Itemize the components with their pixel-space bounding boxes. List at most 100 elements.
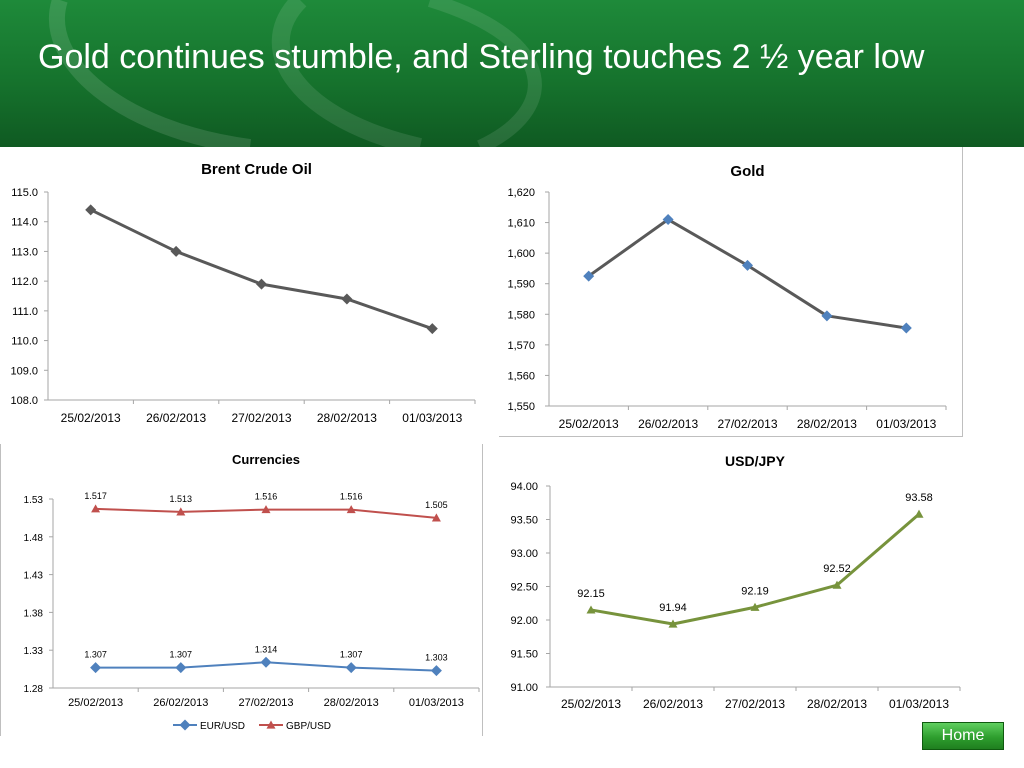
usdjpy-x-category-label: 25/02/2013: [561, 697, 621, 711]
currencies-chart-svg: Currencies 1.28 1.33 1.38 1.43 1.48 1.53 25/02/…: [24, 452, 480, 732]
brent-chart-title: Brent Crude Oil: [201, 161, 312, 178]
brent-data-point: [341, 293, 353, 305]
gold-y-tick-label: 1,550: [507, 401, 535, 413]
usdjpy-y-tick-label: 91.00: [510, 682, 538, 694]
brent-y-tick-label: 109.0: [10, 365, 38, 377]
currencies-data-point: [261, 505, 271, 514]
gold-y-tick-label: 1,610: [507, 218, 535, 230]
legend-item-eur-usd: EUR/USD: [173, 719, 245, 732]
currencies-y-tick-label: 1.28: [24, 684, 44, 695]
currencies-data-label: 1.516: [255, 492, 278, 502]
currencies-data-point: [345, 662, 357, 674]
currencies-data-point: [260, 656, 272, 668]
currencies-data-label: 1.307: [84, 650, 107, 660]
gold-chart: Gold 1,550 1,560 1,570 1,580 1,590 1,600 1,610 1…: [499, 147, 963, 437]
brent-x-category-label: 26/02/2013: [146, 411, 206, 425]
legend-swatch-marker: [179, 719, 191, 731]
legend-item-gbp-usd: GBP/USD: [259, 720, 331, 732]
brent-data-point: [170, 245, 182, 257]
gold-y-tick-label: 1,560: [507, 370, 535, 382]
currencies-data-label: 1.303: [425, 653, 448, 663]
gold-y-tick-label: 1,590: [507, 279, 535, 291]
currencies-data-label: 1.505: [425, 500, 448, 510]
gold-x-category-label: 01/03/2013: [876, 417, 936, 431]
usdjpy-data-label: 92.52: [823, 563, 851, 575]
legend-label: GBP/USD: [286, 721, 331, 732]
gold-chart-svg: Gold 1,550 1,560 1,570 1,580 1,590 1,600 1,610 1…: [507, 163, 947, 431]
header-swoosh-decoration: [48, 0, 542, 147]
brent-y-tick-label: 114.0: [11, 217, 38, 229]
brent-x-category-label: 01/03/2013: [402, 411, 462, 425]
brent-y-tick-label: 112.0: [11, 276, 38, 288]
usdjpy-data-label: 93.58: [905, 492, 933, 504]
brent-chart-svg: Brent Crude Oil 108.0 109.0 110.0 111.0 112.0…: [10, 161, 476, 425]
usdjpy-y-tick-label: 93.00: [510, 548, 538, 560]
currencies-x-category-label: 26/02/2013: [153, 697, 208, 709]
currencies-data-point: [175, 662, 187, 674]
currencies-x-category-label: 28/02/2013: [324, 697, 379, 709]
brent-crude-chart: Brent Crude Oil 108.0 109.0 110.0 111.0 112.0…: [0, 147, 483, 437]
legend-label: EUR/USD: [200, 721, 245, 732]
gold-chart-title: Gold: [730, 163, 764, 180]
currencies-x-category-label: 27/02/2013: [238, 697, 293, 709]
slide-header: Gold continues stumble, and Sterling tou…: [0, 0, 1024, 147]
gold-y-tick-label: 1,600: [507, 248, 535, 260]
brent-y-tick-label: 115.0: [11, 187, 38, 199]
usd-jpy-chart: USD/JPY 91.00 91.50 92.00 92.50 93.00 93.50 94.…: [487, 444, 969, 724]
brent-y-tick-label: 108.0: [10, 395, 38, 407]
usdjpy-data-point: [750, 602, 760, 611]
gold-series-line: [587, 218, 907, 330]
usdjpy-y-tick-label: 92.50: [510, 582, 538, 594]
gold-data-point: [583, 270, 595, 282]
usdjpy-x-category-label: 26/02/2013: [643, 697, 703, 711]
gold-x-category-label: 27/02/2013: [717, 417, 777, 431]
currencies-data-point: [346, 505, 356, 514]
brent-x-category-label: 27/02/2013: [231, 411, 291, 425]
currencies-y-tick-label: 1.43: [24, 571, 44, 582]
currencies-data-label: 1.307: [170, 650, 193, 660]
slide-title: Gold continues stumble, and Sterling tou…: [38, 38, 925, 76]
brent-x-category-label: 25/02/2013: [61, 411, 121, 425]
currencies-data-label: 1.314: [255, 644, 278, 654]
usdjpy-data-point: [586, 605, 596, 614]
brent-data-point: [426, 323, 438, 335]
usdjpy-data-label: 92.19: [741, 585, 769, 597]
usdjpy-data-point: [914, 509, 924, 518]
usdjpy-y-tick-label: 93.50: [510, 515, 538, 527]
currencies-y-tick-label: 1.38: [24, 608, 44, 619]
usdjpy-y-tick-label: 92.00: [510, 615, 538, 627]
currencies-data-point: [91, 504, 101, 513]
brent-y-tick-label: 111.0: [12, 306, 38, 318]
currencies-data-label: 1.513: [170, 494, 193, 504]
usdjpy-chart-title: USD/JPY: [725, 453, 786, 469]
gold-x-category-label: 25/02/2013: [559, 417, 619, 431]
usdjpy-x-category-label: 27/02/2013: [725, 697, 785, 711]
brent-x-category-label: 28/02/2013: [317, 411, 377, 425]
gold-x-category-label: 26/02/2013: [638, 417, 698, 431]
currencies-data-point: [176, 507, 186, 516]
legend-swatch-marker: [266, 720, 276, 729]
currencies-chart-title: Currencies: [232, 452, 300, 467]
brent-series-line: [90, 208, 433, 331]
usdjpy-chart-svg: USD/JPY 91.00 91.50 92.00 92.50 93.00 93.50 94.…: [510, 453, 961, 711]
usdjpy-x-category-label: 28/02/2013: [807, 697, 867, 711]
currencies-x-category-label: 01/03/2013: [409, 697, 464, 709]
usdjpy-y-tick-label: 94.00: [510, 481, 538, 493]
currencies-data-label: 1.516: [340, 492, 363, 502]
brent-data-point: [256, 278, 267, 290]
home-button[interactable]: Home: [922, 722, 1004, 750]
usdjpy-data-label: 91.94: [659, 602, 687, 614]
currencies-y-tick-label: 1.48: [24, 533, 44, 544]
currencies-data-label: 1.307: [340, 650, 363, 660]
gold-y-tick-label: 1,580: [507, 309, 535, 321]
gold-data-point: [821, 310, 833, 322]
currencies-chart: Currencies 1.28 1.33 1.38 1.43 1.48 1.53 25/02/…: [0, 444, 483, 736]
gold-y-tick-label: 1,570: [507, 340, 535, 352]
currencies-data-point: [431, 513, 441, 522]
usdjpy-data-point: [668, 619, 678, 628]
brent-data-point: [85, 204, 97, 216]
currencies-x-category-label: 25/02/2013: [68, 697, 123, 709]
usdjpy-y-tick-label: 91.50: [510, 649, 538, 661]
currencies-y-tick-label: 1.33: [24, 646, 44, 657]
gold-data-point: [742, 259, 753, 271]
